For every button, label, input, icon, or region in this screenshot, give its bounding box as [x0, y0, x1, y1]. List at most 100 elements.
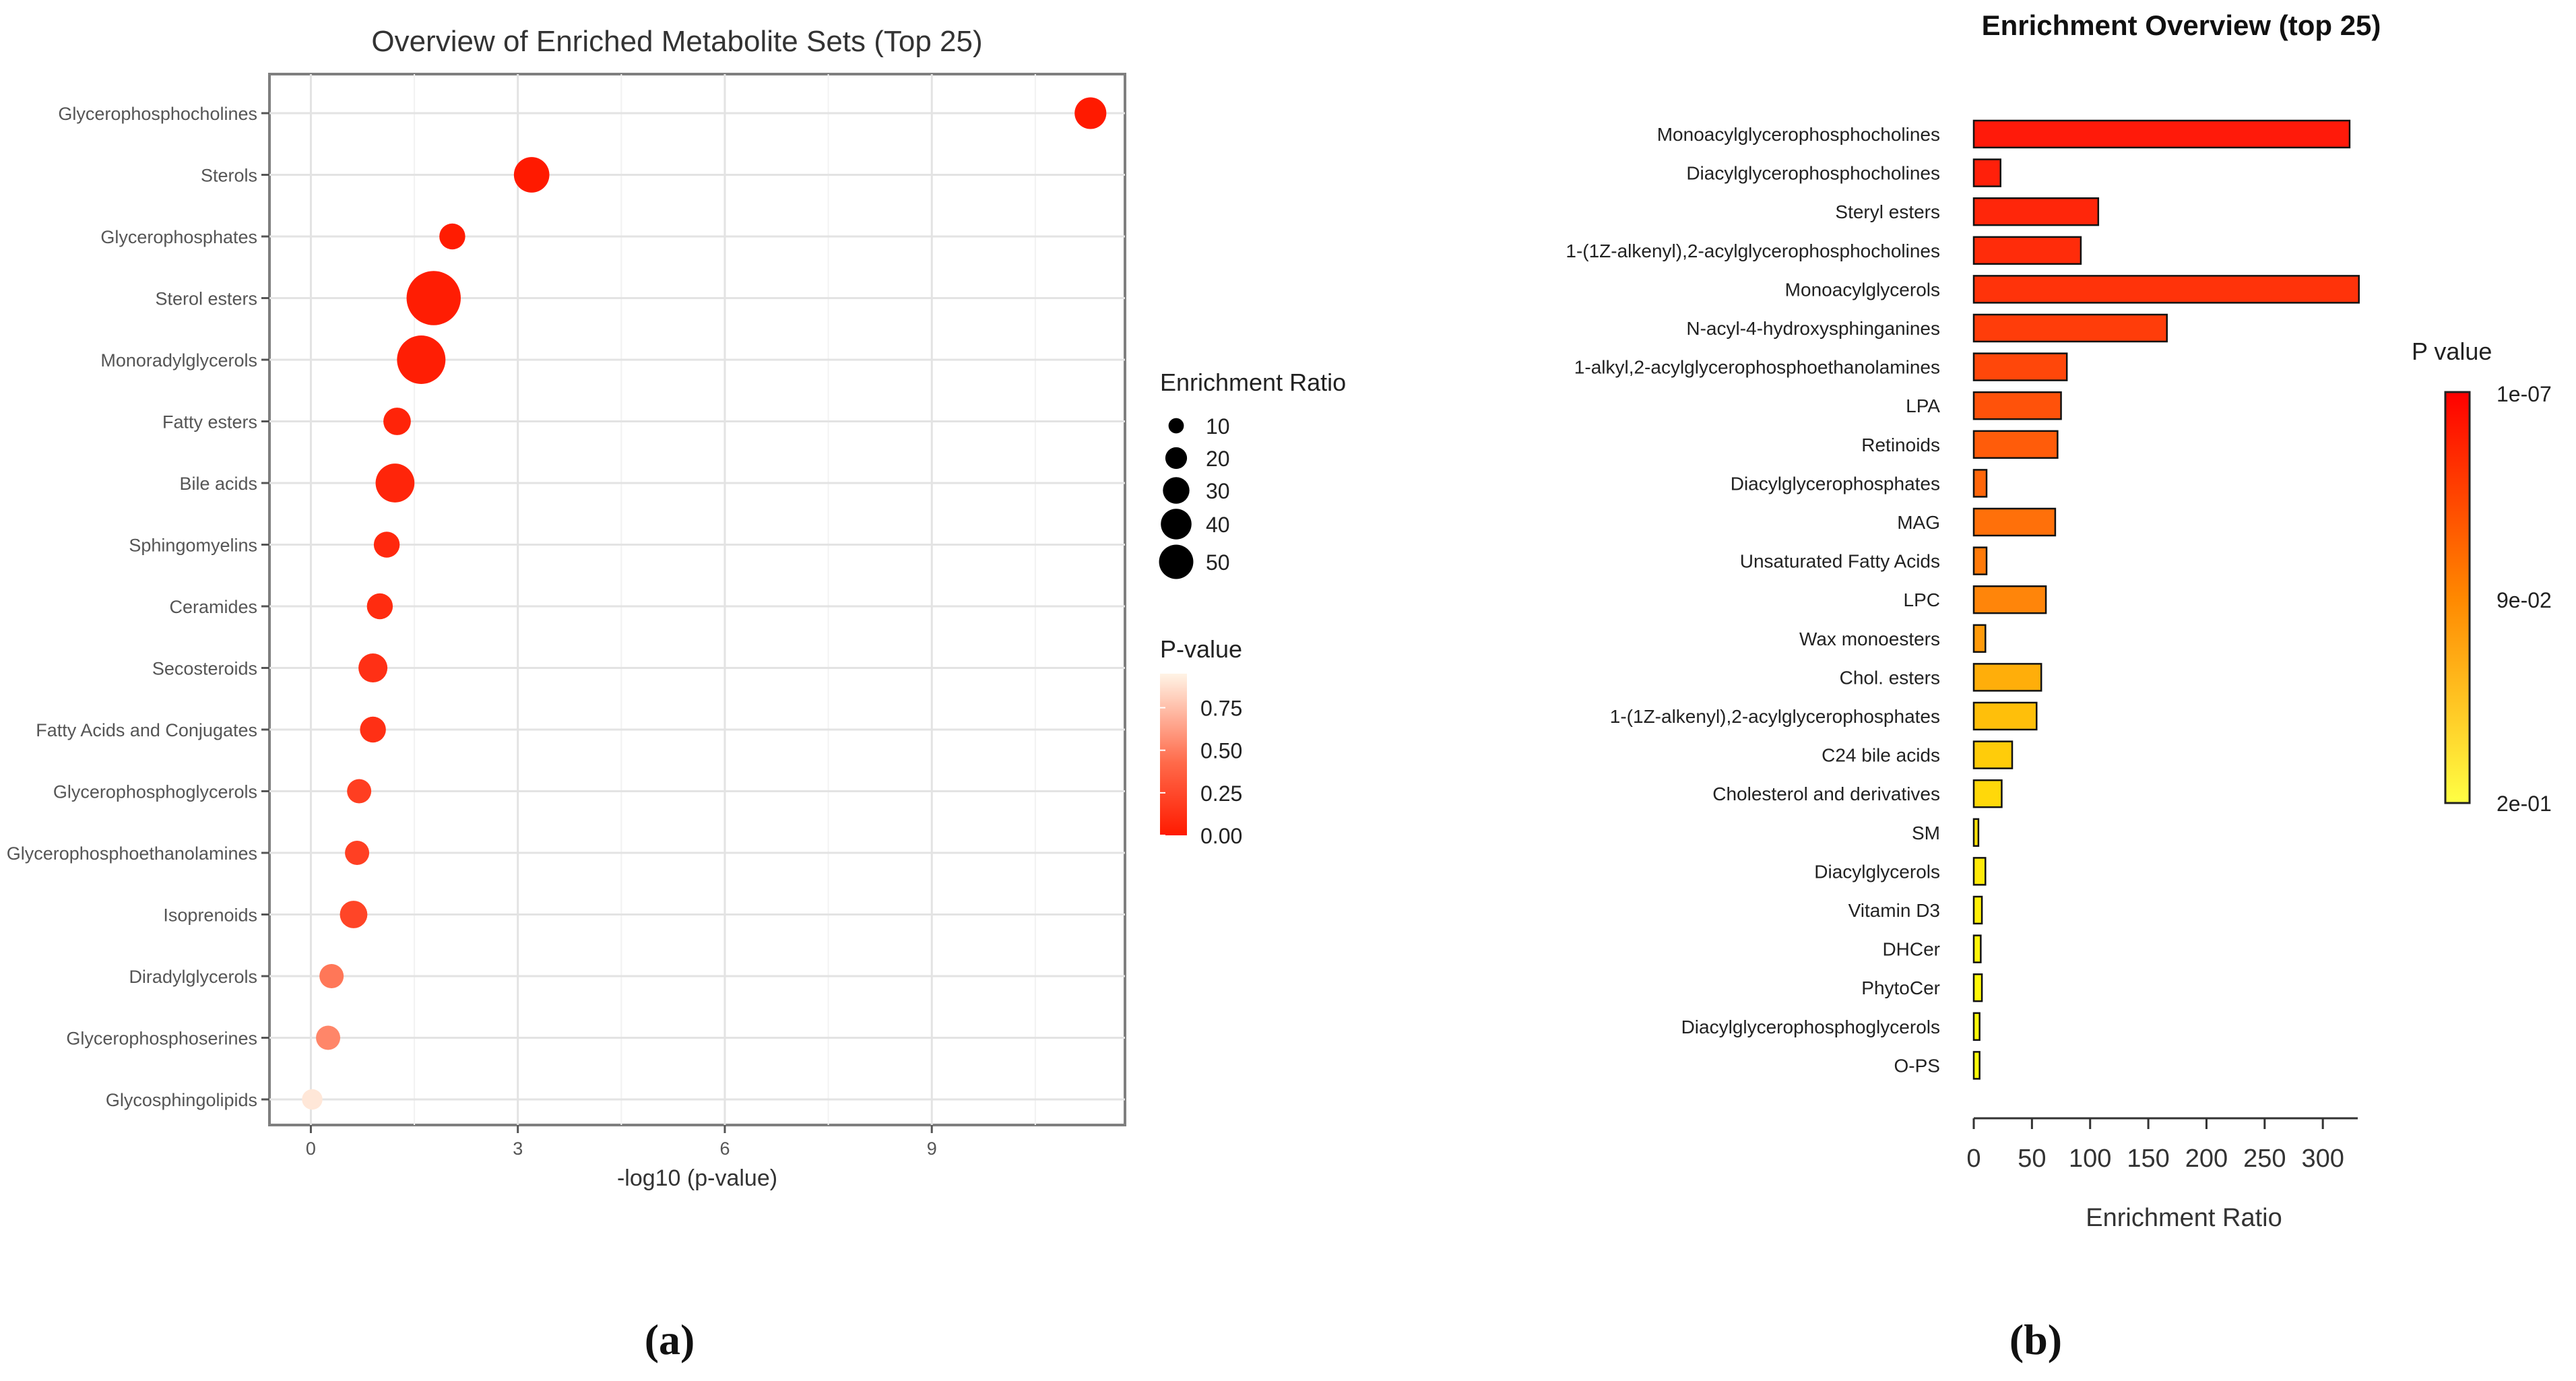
- bar: [1972, 430, 2059, 459]
- dot-plot-point: [358, 653, 388, 683]
- dot-plot-x-tick-label: 9: [927, 1138, 937, 1159]
- bar: [1972, 701, 2038, 731]
- bar-chart-category-labels: Monoacylglycerophosphocholines Diacylglyc…: [1566, 124, 1940, 1076]
- bar: [1972, 740, 2014, 769]
- bar-category-label: 1-(1Z-alkenyl),2-acylglycerophosphates: [1610, 706, 1940, 727]
- bar-chart-panel: Enrichment Overview (top 25) Monoacylgly…: [1566, 9, 2551, 1232]
- dot-plot-category-label: Glycerophosphocholines: [58, 104, 257, 124]
- panel-label-a: (a): [645, 1316, 695, 1363]
- bar: [1972, 624, 1987, 653]
- dot-plot-category-label: Diradylglycerols: [129, 967, 257, 987]
- bar-category-label: Diacylglycerophosphoglycerols: [1681, 1017, 1940, 1037]
- bar: [1972, 934, 1982, 963]
- dot-plot-point: [373, 532, 400, 558]
- size-legend-label: 10: [1206, 414, 1230, 439]
- bar-category-label: C24 bile acids: [1822, 745, 1940, 766]
- dot-plot-point: [397, 335, 446, 384]
- bar: [1972, 119, 2351, 149]
- color-legend-title: P-value: [1160, 635, 1242, 663]
- bar: [1972, 857, 1987, 886]
- dot-plot-category-label: Glycerophosphates: [100, 227, 257, 247]
- p-value-colorbar-b: [2444, 391, 2471, 804]
- color-legend-label: 0.50: [1200, 739, 1242, 763]
- color-legend-label: 0.75: [1200, 697, 1242, 721]
- bar-category-label: Diacylglycerophosphates: [1731, 473, 1940, 494]
- bar: [1972, 663, 2042, 692]
- bar-category-label: Unsaturated Fatty Acids: [1740, 551, 1940, 572]
- dot-plot-point: [375, 463, 415, 503]
- dot-plot-category-label: Glycerophosphoglycerols: [53, 782, 257, 802]
- bar: [1972, 779, 2003, 808]
- bar-category-label: Diacylglycerols: [1814, 861, 1940, 882]
- size-legend-key: [1165, 447, 1188, 470]
- enrichment-ratio-legend: Enrichment Ratio 10 20 30 40 50: [1159, 368, 1346, 579]
- bar: [1972, 546, 1988, 575]
- bar-category-label: SM: [1912, 823, 1940, 843]
- dot-plot-category-label: Sterol esters: [155, 289, 257, 309]
- dot-plot-point: [513, 157, 550, 193]
- dot-plot-category-label: Fatty esters: [162, 412, 257, 432]
- bar: [1972, 197, 2100, 226]
- bar-category-label: LPA: [1906, 395, 1940, 416]
- dot-plot-x-ticks: 0 3 6 9: [306, 1125, 937, 1159]
- p-value-legend: P-value 0.75 0.50 0.25 0.00: [1160, 635, 1242, 848]
- size-legend-label: 30: [1206, 479, 1230, 503]
- bar-chart-x-tick-label: 50: [2018, 1145, 2046, 1173]
- bar-category-label: Vitamin D3: [1848, 900, 1940, 921]
- bar: [1972, 275, 2360, 304]
- bar-category-label: 1-alkyl,2-acylglycerophosphoethanolamine…: [1574, 357, 1940, 378]
- bar: [1972, 313, 2168, 343]
- color-legend-b-label-bottom: 2e-01: [2497, 792, 2552, 816]
- dot-plot-x-tick-label: 0: [306, 1138, 316, 1159]
- dot-plot-panel: Overview of Enriched Metabolite Sets (To…: [7, 25, 1346, 1191]
- bar-chart-x-axis-title: Enrichment Ratio: [2086, 1204, 2282, 1232]
- p-value-legend-b: P value 1e-07 9e-02 2e-01: [2412, 338, 2552, 816]
- bar-category-label: PhytoCer: [1861, 977, 1940, 998]
- bar: [1972, 818, 1980, 847]
- bar-category-label: MAG: [1897, 512, 1940, 533]
- bar: [1972, 585, 2047, 614]
- dot-plot-category-label: Sphingomyelins: [129, 536, 257, 556]
- bar-chart-title: Enrichment Overview (top 25): [1982, 9, 2381, 41]
- bar: [1972, 352, 2068, 381]
- bar: [1972, 391, 2062, 420]
- dot-plot-points: [302, 97, 1107, 1110]
- color-legend-label: 0.00: [1200, 824, 1242, 848]
- size-legend-label: 20: [1206, 447, 1230, 471]
- bar: [1972, 158, 2001, 187]
- dot-plot-point: [316, 1025, 341, 1050]
- dot-plot-point: [340, 901, 368, 928]
- dot-plot-point: [383, 408, 411, 435]
- p-value-colorbar: [1160, 674, 1187, 835]
- dot-plot-title: Overview of Enriched Metabolite Sets (To…: [371, 25, 982, 58]
- dot-plot-point: [360, 716, 386, 743]
- dot-plot-category-label: Fatty Acids and Conjugates: [36, 720, 257, 740]
- bar-category-label: Diacylglycerophosphocholines: [1686, 163, 1940, 184]
- bar-chart-bars: [1972, 119, 2360, 1080]
- dot-plot-x-tick-label: 6: [719, 1138, 730, 1159]
- bar-category-label: 1-(1Z-alkenyl),2-acylglycerophosphocholi…: [1566, 240, 1940, 261]
- bar-chart-x-ticks: 0 50 100 150 200 250 300: [1966, 1118, 2344, 1173]
- size-legend-title: Enrichment Ratio: [1160, 368, 1346, 396]
- size-legend-key: [1159, 544, 1194, 579]
- dot-plot-category-label: Isoprenoids: [163, 905, 257, 926]
- dot-plot-category-label: Bile acids: [179, 474, 257, 494]
- size-legend-label: 50: [1206, 550, 1230, 575]
- color-legend-label: 0.25: [1200, 781, 1242, 806]
- bar-chart-x-tick-label: 300: [2301, 1145, 2344, 1173]
- bar: [1972, 507, 2057, 537]
- dot-plot-category-label: Glycosphingolipids: [106, 1090, 257, 1110]
- bar-category-label: O-PS: [1894, 1055, 1940, 1076]
- bar-category-label: Steryl esters: [1835, 201, 1940, 222]
- size-legend-label: 40: [1206, 513, 1230, 537]
- dot-plot-category-label: Monoradylglycerols: [100, 350, 257, 371]
- dot-plot-point: [366, 593, 393, 620]
- dot-plot-point: [345, 841, 370, 865]
- bar: [1972, 1012, 1981, 1041]
- bar-chart-x-tick-label: 250: [2243, 1145, 2286, 1173]
- dot-plot-point: [302, 1089, 323, 1110]
- dot-plot-category-label: Glycerophosphoethanolamines: [7, 843, 257, 864]
- color-legend-b-label-top: 1e-07: [2497, 382, 2552, 406]
- bar: [1972, 1051, 1981, 1080]
